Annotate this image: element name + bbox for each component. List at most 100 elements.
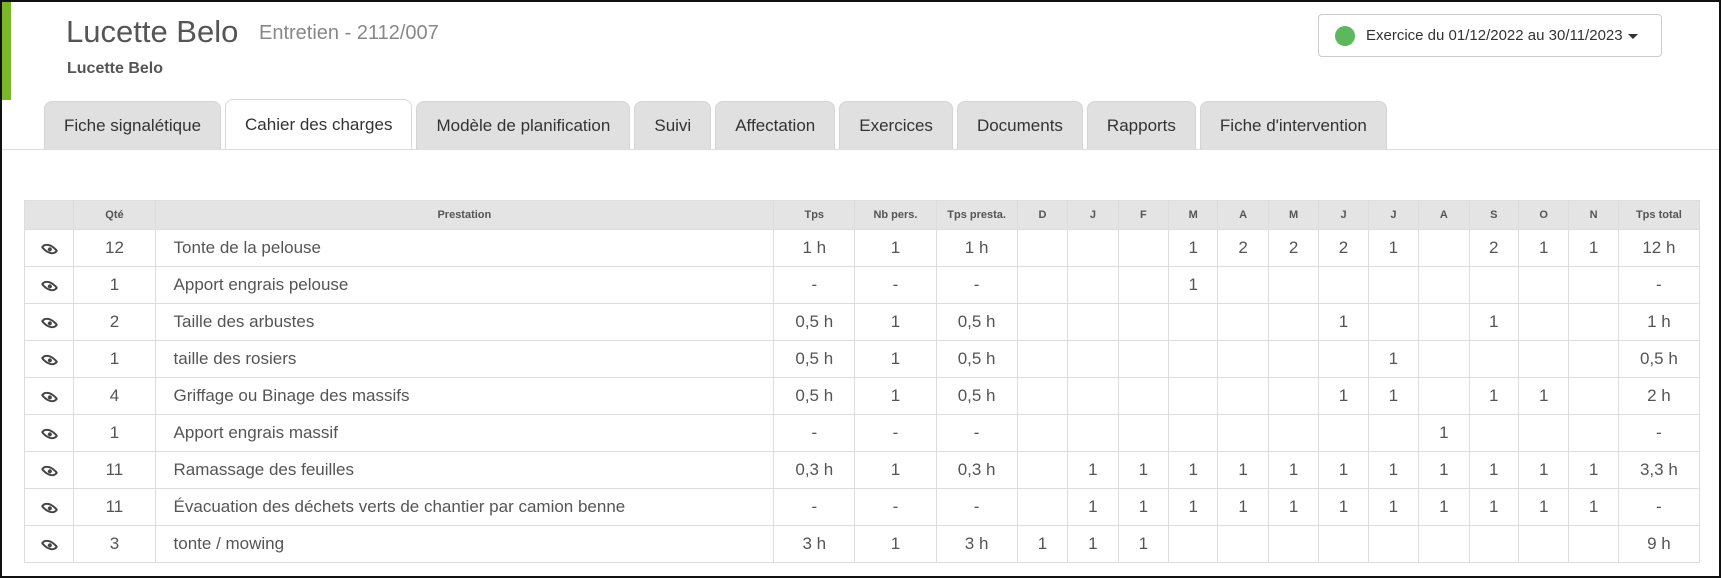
tab-fiche-d-intervention[interactable]: Fiche d'intervention bbox=[1199, 101, 1387, 149]
cell-month bbox=[1016, 340, 1069, 378]
view-button[interactable] bbox=[23, 340, 75, 378]
cell-month bbox=[1217, 266, 1269, 304]
tab-divider bbox=[2, 149, 1719, 150]
cell-month: 1 bbox=[1468, 303, 1519, 341]
cell-month bbox=[1217, 303, 1269, 341]
tab-rapports[interactable]: Rapports bbox=[1086, 101, 1196, 149]
tab-fiche-signal-tique[interactable]: Fiche signalétique bbox=[44, 101, 222, 149]
tab-exercices[interactable]: Exercices bbox=[839, 101, 953, 149]
cell-month bbox=[1517, 303, 1570, 341]
column-header: Tps bbox=[773, 200, 856, 230]
cell-month bbox=[1267, 303, 1320, 341]
cell-month bbox=[1267, 266, 1320, 304]
cell-prestation: Apport engrais massif bbox=[154, 414, 775, 452]
view-button[interactable] bbox=[23, 488, 75, 526]
tab-affectation[interactable]: Affectation bbox=[715, 101, 836, 149]
eye-icon[interactable] bbox=[40, 498, 59, 517]
cell-month: 1 bbox=[1367, 451, 1420, 489]
cell-month bbox=[1117, 229, 1170, 267]
cell-month bbox=[1517, 414, 1570, 452]
cell-month bbox=[1418, 525, 1470, 563]
cell-month: 1 bbox=[1168, 451, 1219, 489]
view-button[interactable] bbox=[23, 303, 75, 341]
cell-month bbox=[1367, 414, 1420, 452]
cell-month: 1 bbox=[1367, 488, 1420, 526]
column-header: J bbox=[1067, 200, 1119, 230]
table-row: 1 Apport engrais pelouse - - -1- bbox=[23, 266, 1701, 304]
cell-month bbox=[1318, 414, 1369, 452]
tab-cahier-des-charges[interactable]: Cahier des charges bbox=[225, 99, 413, 149]
column-header: Prestation bbox=[154, 200, 775, 230]
cell-tps: - bbox=[773, 266, 856, 304]
cell-tps-presta: - bbox=[935, 414, 1018, 452]
cell-month bbox=[1217, 377, 1269, 415]
cell-tps-total: 0,5 h bbox=[1617, 340, 1701, 378]
column-header: Tps presta. bbox=[935, 200, 1018, 230]
view-button[interactable] bbox=[23, 229, 75, 267]
cell-qte: 12 bbox=[73, 229, 156, 267]
status-dot-icon bbox=[1335, 25, 1355, 46]
cell-month bbox=[1468, 525, 1519, 563]
cell-month bbox=[1067, 377, 1119, 415]
eye-icon[interactable] bbox=[40, 313, 59, 332]
eye-icon[interactable] bbox=[40, 350, 59, 369]
cell-prestation: Tonte de la pelouse bbox=[154, 229, 775, 267]
eye-icon[interactable] bbox=[40, 276, 59, 295]
cell-month: 1 bbox=[1318, 451, 1369, 489]
view-button[interactable] bbox=[23, 525, 75, 563]
cell-month bbox=[1468, 266, 1519, 304]
cell-qte: 11 bbox=[73, 488, 156, 526]
cell-tps-total: 3,3 h bbox=[1617, 451, 1701, 489]
eye-icon[interactable] bbox=[40, 461, 59, 480]
cell-month bbox=[1168, 414, 1219, 452]
cell-prestation: Taille des arbustes bbox=[154, 303, 775, 341]
cell-qte: 1 bbox=[73, 340, 156, 378]
tab-documents[interactable]: Documents bbox=[956, 101, 1083, 149]
cell-qte: 3 bbox=[73, 525, 156, 563]
tab-suivi[interactable]: Suivi bbox=[634, 101, 712, 149]
cell-month: 1 bbox=[1418, 488, 1470, 526]
cell-month: 1 bbox=[1168, 488, 1219, 526]
table-row: 1 Apport engrais massif - - -1- bbox=[23, 414, 1701, 452]
exercise-dropdown[interactable]: Exercice du 01/12/2022 au 30/11/2023 bbox=[1318, 14, 1662, 57]
cell-tps-total: 12 h bbox=[1617, 229, 1701, 267]
cell-month bbox=[1168, 525, 1219, 563]
tab-bar: Fiche signalétique Cahier des charges Modè… bbox=[44, 99, 1391, 149]
cell-month bbox=[1117, 266, 1170, 304]
cell-month bbox=[1168, 303, 1219, 341]
cell-month: 1 bbox=[1217, 488, 1269, 526]
cell-prestation: taille des rosiers bbox=[154, 340, 775, 378]
cell-month bbox=[1367, 303, 1420, 341]
cell-month bbox=[1468, 340, 1519, 378]
tab-mod-le-de-planification[interactable]: Modèle de planification bbox=[416, 101, 631, 149]
eye-icon[interactable] bbox=[40, 387, 59, 406]
cell-month bbox=[1117, 377, 1170, 415]
column-header: Qté bbox=[73, 200, 156, 230]
cell-month: 1 bbox=[1367, 377, 1420, 415]
eye-icon[interactable] bbox=[40, 424, 59, 443]
cell-prestation: Évacuation des déchets verts de chantier… bbox=[154, 488, 775, 526]
cell-month bbox=[1517, 266, 1570, 304]
cell-month: 1 bbox=[1468, 451, 1519, 489]
cell-month bbox=[1016, 266, 1069, 304]
cell-qte: 1 bbox=[73, 266, 156, 304]
cell-tps-presta: 0,3 h bbox=[935, 451, 1018, 489]
view-button[interactable] bbox=[23, 266, 75, 304]
cell-month bbox=[1318, 340, 1369, 378]
cell-nb-pers: 1 bbox=[854, 525, 937, 563]
eye-icon[interactable] bbox=[40, 535, 59, 554]
cell-month: 1 bbox=[1318, 377, 1369, 415]
view-button[interactable] bbox=[23, 414, 75, 452]
cell-month bbox=[1067, 229, 1119, 267]
cell-tps-total: - bbox=[1617, 266, 1701, 304]
column-header: M bbox=[1168, 200, 1219, 230]
column-header: A bbox=[1418, 200, 1470, 230]
eye-icon[interactable] bbox=[40, 239, 59, 258]
cell-month: 1 bbox=[1016, 525, 1069, 563]
view-button[interactable] bbox=[23, 377, 75, 415]
view-button[interactable] bbox=[23, 451, 75, 489]
page-subtitle: Entretien - 2112/007 bbox=[259, 22, 439, 44]
